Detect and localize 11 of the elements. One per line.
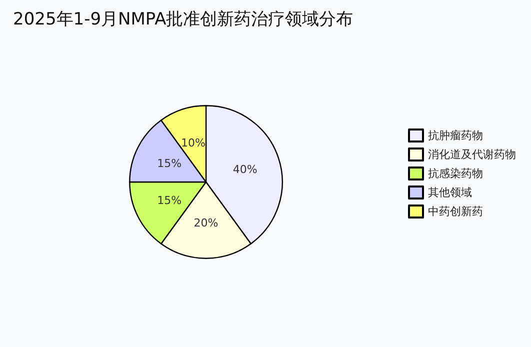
legend-label: 中药创新药 — [428, 205, 483, 218]
chart-title: 2025年1-9月NMPA批准创新药治疗领域分布 — [13, 10, 354, 30]
legend-label: 消化道及代谢药物 — [428, 148, 516, 161]
data-label: 20% — [194, 216, 218, 230]
data-label: 15% — [157, 194, 182, 208]
legend-label: 其他领域 — [428, 186, 472, 199]
data-label: 10% — [181, 136, 206, 150]
legend-label: 抗感染药物 — [428, 167, 483, 180]
data-label: 15% — [157, 156, 182, 170]
legend-label: 抗肿瘤药物 — [428, 129, 483, 142]
data-label: 40% — [232, 162, 258, 176]
